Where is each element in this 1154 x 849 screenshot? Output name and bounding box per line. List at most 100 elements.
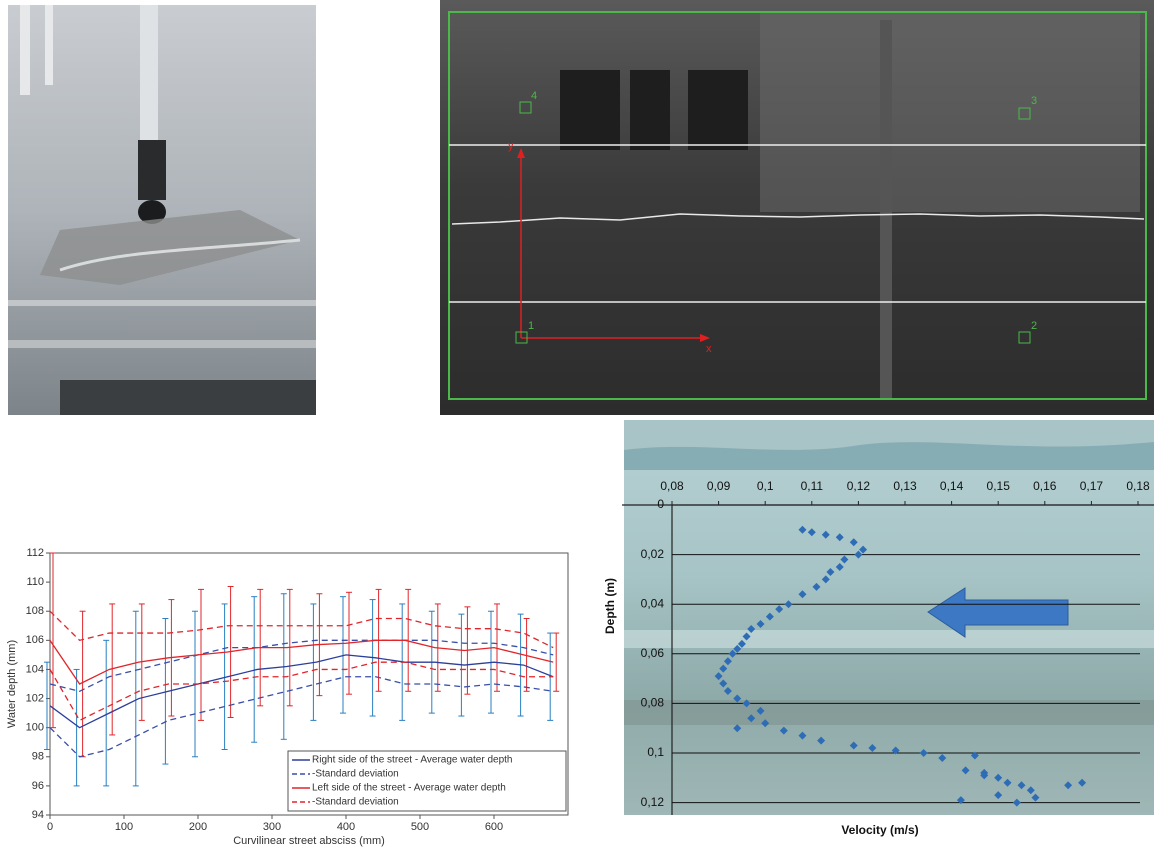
y-tick-label: 0,04 bbox=[641, 596, 665, 610]
x-tick-label: 0,1 bbox=[757, 479, 774, 493]
x-tick-label: 0,18 bbox=[1126, 479, 1150, 493]
mean-line bbox=[49, 639, 554, 685]
x-tick-label: 0,09 bbox=[707, 479, 731, 493]
point bbox=[742, 632, 751, 641]
axis-label: x bbox=[706, 343, 712, 355]
legend-label: Left side of the street - Average water … bbox=[312, 783, 506, 794]
point bbox=[980, 771, 989, 780]
point bbox=[733, 644, 742, 653]
point bbox=[779, 726, 788, 735]
point bbox=[1064, 781, 1073, 790]
point-label: 4 bbox=[531, 90, 537, 102]
point bbox=[737, 639, 746, 648]
x-tick-label: 200 bbox=[189, 821, 207, 833]
point bbox=[994, 791, 1003, 800]
y-tick-label: 0,02 bbox=[641, 547, 665, 561]
y-tick-label: 98 bbox=[32, 751, 44, 763]
y-tick-label: 0,06 bbox=[641, 646, 665, 660]
point bbox=[719, 679, 728, 688]
y-axis-title: Water depth (mm) bbox=[6, 640, 18, 728]
y-tick-label: 112 bbox=[26, 547, 44, 559]
point bbox=[723, 687, 732, 695]
x-tick-label: 0 bbox=[47, 821, 53, 833]
photo-flume bbox=[8, 5, 316, 415]
legend-label: Right side of the street - Average water… bbox=[312, 755, 513, 766]
point bbox=[859, 545, 868, 554]
point bbox=[747, 714, 756, 723]
point bbox=[723, 657, 732, 666]
y-tick-label: 96 bbox=[32, 780, 44, 792]
x-tick-label: 0,16 bbox=[1033, 479, 1057, 493]
point bbox=[821, 575, 830, 584]
point bbox=[891, 746, 900, 755]
point bbox=[849, 741, 858, 750]
y-tick-label: 0,12 bbox=[641, 795, 665, 809]
y-tick-label: 0,08 bbox=[641, 696, 665, 710]
point bbox=[868, 744, 877, 753]
x-tick-label: 0,13 bbox=[893, 479, 917, 493]
mean-line bbox=[49, 654, 554, 729]
point bbox=[812, 582, 821, 591]
point-label: 1 bbox=[528, 320, 534, 332]
y-tick-label: 108 bbox=[26, 605, 44, 617]
point bbox=[807, 528, 816, 537]
point bbox=[798, 525, 807, 534]
x-tick-label: 0,15 bbox=[987, 479, 1011, 493]
point bbox=[835, 533, 844, 542]
y-axis-title: Depth (m) bbox=[603, 578, 617, 634]
point bbox=[854, 550, 863, 559]
x-tick-label: 0,14 bbox=[940, 479, 964, 493]
point bbox=[970, 751, 979, 760]
point bbox=[1017, 781, 1026, 790]
point bbox=[742, 699, 751, 708]
photo-camera-view: 1 2 3 4 x y bbox=[440, 0, 1154, 415]
point bbox=[835, 563, 844, 571]
point bbox=[719, 664, 728, 673]
point bbox=[1012, 798, 1021, 807]
point bbox=[747, 625, 756, 633]
legend-label: -Standard deviation bbox=[312, 769, 399, 780]
point bbox=[756, 706, 765, 715]
x-tick-label: 0,11 bbox=[801, 479, 824, 493]
y-tick-label: 0,1 bbox=[647, 745, 664, 759]
x-tick-label: 600 bbox=[485, 821, 503, 833]
x-tick-label: 0,08 bbox=[660, 479, 684, 493]
y-tick-label: 106 bbox=[26, 634, 44, 646]
point bbox=[1026, 786, 1035, 795]
point bbox=[919, 749, 928, 757]
x-tick-label: 300 bbox=[263, 821, 281, 833]
y-tick-label: 0 bbox=[657, 497, 664, 511]
y-tick-label: 102 bbox=[26, 692, 44, 704]
point bbox=[938, 753, 947, 762]
legend-label: -Standard deviation bbox=[312, 797, 399, 808]
x-tick-label: 400 bbox=[337, 821, 355, 833]
point bbox=[1003, 778, 1012, 787]
y-tick-label: 110 bbox=[26, 576, 44, 588]
x-tick-label: 0,12 bbox=[847, 479, 871, 493]
point bbox=[840, 555, 849, 564]
point bbox=[761, 719, 770, 728]
std-line bbox=[49, 610, 554, 649]
point bbox=[956, 796, 965, 805]
point bbox=[817, 736, 826, 745]
point bbox=[1078, 778, 1087, 787]
point bbox=[994, 773, 1003, 782]
point bbox=[821, 530, 830, 539]
std-line bbox=[49, 661, 554, 722]
x-tick-label: 500 bbox=[411, 821, 429, 833]
point bbox=[798, 731, 807, 740]
point bbox=[1031, 793, 1040, 802]
y-tick-label: 104 bbox=[26, 663, 44, 675]
point bbox=[728, 649, 737, 658]
legend-box bbox=[287, 750, 567, 812]
point bbox=[756, 620, 765, 629]
point bbox=[765, 612, 774, 621]
std-line bbox=[49, 676, 554, 758]
point bbox=[849, 538, 858, 547]
point bbox=[733, 694, 742, 703]
point bbox=[714, 672, 723, 681]
x-tick-label: 100 bbox=[115, 821, 133, 833]
x-axis-title: Curvilinear street absciss (mm) bbox=[233, 835, 385, 847]
point bbox=[961, 766, 970, 775]
